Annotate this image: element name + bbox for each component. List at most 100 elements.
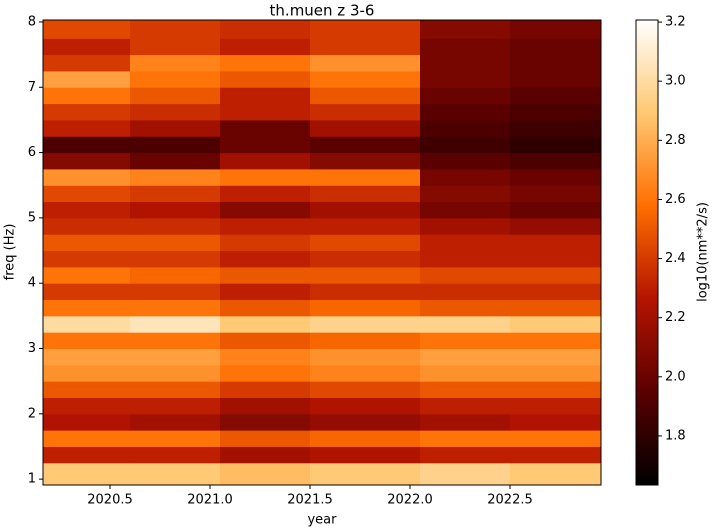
heatmap-cell xyxy=(310,462,421,486)
heatmap-cell xyxy=(220,299,311,317)
heatmap-cell xyxy=(220,283,311,301)
heatmap-cell xyxy=(220,152,311,170)
heatmap-cell xyxy=(310,364,421,382)
heatmap-cell xyxy=(43,381,131,398)
heatmap-cell xyxy=(43,201,131,219)
y-tick-label: 6 xyxy=(28,145,36,160)
heatmap-cell xyxy=(43,168,131,186)
heatmap-cell xyxy=(130,332,221,350)
y-tick-label: 4 xyxy=(28,276,36,291)
heatmap-cell xyxy=(310,38,421,56)
heatmap-cell xyxy=(420,201,511,219)
heatmap-cell xyxy=(420,54,511,72)
heatmap-cell xyxy=(130,87,221,105)
heatmap-cell xyxy=(510,87,602,105)
heatmap-cell xyxy=(130,217,221,235)
heatmap-cell xyxy=(310,446,421,464)
heatmap-cell xyxy=(220,381,311,398)
heatmap-cell xyxy=(130,103,221,121)
heatmap-cell xyxy=(130,152,221,170)
heatmap-cell xyxy=(510,250,602,268)
heatmap-cell xyxy=(420,119,511,137)
heatmap-cell xyxy=(510,332,602,350)
heatmap-cell xyxy=(220,266,311,284)
heatmap-cell xyxy=(130,185,221,203)
heatmap-cell xyxy=(130,315,221,333)
heatmap-cell xyxy=(310,250,421,268)
heatmap-cell xyxy=(420,70,511,88)
colorbar-tick-label: 2.6 xyxy=(665,192,686,207)
colorbar-tick-label: 2.2 xyxy=(665,310,686,325)
heatmap-cell xyxy=(310,152,421,170)
heatmap-cell xyxy=(510,136,602,154)
colorbar xyxy=(635,19,659,486)
heatmap-cell xyxy=(130,397,221,415)
heatmap-cell xyxy=(220,332,311,350)
chart-title: th.muen z 3-6 xyxy=(270,2,375,20)
heatmap-cell xyxy=(220,250,311,268)
heatmap-cell xyxy=(510,234,602,252)
heatmap-cell xyxy=(43,446,131,464)
heatmap-cell xyxy=(43,70,131,88)
heatmap-cell xyxy=(43,103,131,121)
heatmap-cell xyxy=(420,364,511,382)
heatmap-cell xyxy=(510,462,602,486)
heatmap-cell xyxy=(420,430,511,447)
heatmap-cell xyxy=(510,217,602,235)
heatmap-cell xyxy=(510,413,602,431)
x-axis-label: year xyxy=(307,513,337,528)
y-tick-label: 5 xyxy=(28,210,36,225)
colorbar-tick-label: 2.4 xyxy=(665,251,686,266)
heatmap-cell xyxy=(220,364,311,382)
heatmap-cell xyxy=(43,136,131,154)
heatmap-cell xyxy=(43,38,131,56)
heatmap-cell xyxy=(220,168,311,186)
heatmap-cell xyxy=(420,283,511,301)
heatmap-cell xyxy=(510,266,602,284)
heatmap-cell xyxy=(420,381,511,398)
heatmap-cell xyxy=(510,185,602,203)
heatmap-cell xyxy=(43,54,131,72)
heatmap-cell xyxy=(310,348,421,366)
heatmap-cell xyxy=(130,201,221,219)
heatmap-cell xyxy=(420,136,511,154)
heatmap-cell xyxy=(310,201,421,219)
heatmap-cell xyxy=(43,315,131,333)
y-tick-label: 3 xyxy=(28,341,36,356)
heatmap-cell xyxy=(130,462,221,486)
heatmap-cell xyxy=(420,315,511,333)
heatmap-cell xyxy=(130,70,221,88)
heatmap-cell xyxy=(220,103,311,121)
heatmap-cell xyxy=(130,299,221,317)
heatmap-cell xyxy=(510,299,602,317)
heatmap-cell xyxy=(43,397,131,415)
colorbar-tick-label: 2.8 xyxy=(665,133,686,148)
heatmap-cell xyxy=(310,266,421,284)
heatmap-cell xyxy=(130,364,221,382)
heatmap-cell xyxy=(510,20,602,39)
heatmap-cell xyxy=(220,315,311,333)
heatmap-cell xyxy=(130,168,221,186)
heatmap-cell xyxy=(220,462,311,486)
heatmap-cell xyxy=(420,462,511,486)
heatmap xyxy=(43,20,602,486)
heatmap-cell xyxy=(43,152,131,170)
heatmap-cell xyxy=(130,413,221,431)
heatmap-cell xyxy=(130,283,221,301)
heatmap-cell xyxy=(310,54,421,72)
heatmap-cell xyxy=(43,364,131,382)
y-tick-label: 2 xyxy=(28,406,36,421)
heatmap-cell xyxy=(310,103,421,121)
heatmap-cell xyxy=(220,430,311,447)
heatmap-cell xyxy=(220,201,311,219)
heatmap-cell xyxy=(420,413,511,431)
heatmap-cell xyxy=(43,430,131,447)
heatmap-cell xyxy=(510,446,602,464)
x-tick-label: 2021.0 xyxy=(187,493,233,508)
heatmap-cell xyxy=(130,430,221,447)
heatmap-cell xyxy=(510,397,602,415)
heatmap-cell xyxy=(43,283,131,301)
heatmap-cell xyxy=(420,38,511,56)
